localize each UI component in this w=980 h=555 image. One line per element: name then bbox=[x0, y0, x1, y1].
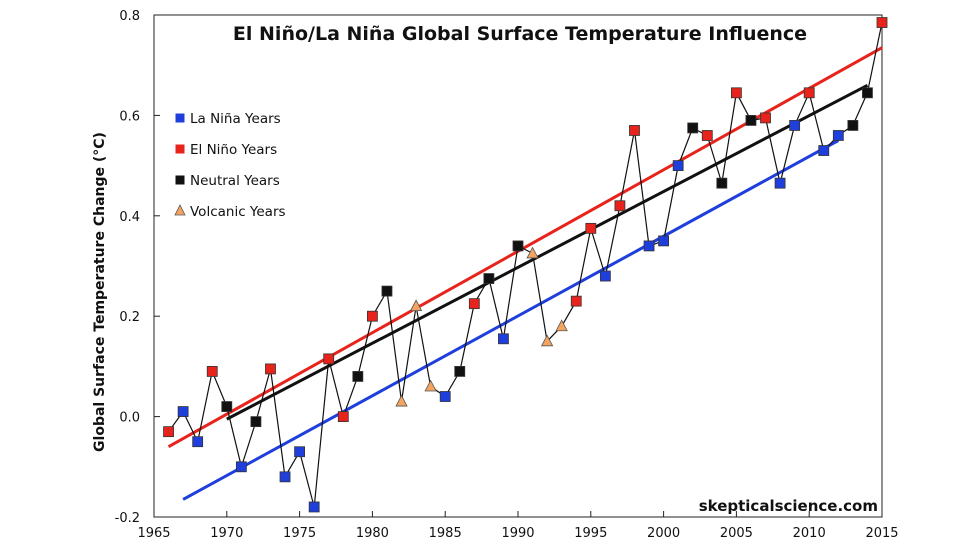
data-point-el-nino bbox=[265, 363, 276, 375]
x-tick-label: 2000 bbox=[647, 526, 680, 541]
data-point-neutral bbox=[716, 177, 728, 189]
data-point-el-nino bbox=[468, 298, 480, 310]
data-point-el-nino bbox=[366, 310, 378, 322]
y-tick-label: -0.2 bbox=[115, 511, 140, 526]
data-point-neutral bbox=[745, 115, 757, 126]
data-point-volcanic bbox=[555, 319, 568, 332]
data-point-volcanic bbox=[409, 299, 423, 312]
x-tick-label: 2015 bbox=[865, 526, 898, 541]
x-tick-label: 1970 bbox=[210, 526, 243, 541]
data-point-la-nina bbox=[439, 391, 451, 402]
data-point-la-nina bbox=[789, 120, 801, 131]
data-point-la-nina bbox=[192, 436, 204, 448]
y-tick-label: 0.2 bbox=[119, 310, 140, 325]
data-point-neutral bbox=[483, 273, 495, 284]
watermark-label: skepticalscience.com bbox=[699, 497, 878, 515]
data-point-la-nina bbox=[658, 235, 669, 247]
legend-marker-neutral bbox=[175, 175, 185, 185]
data-point-la-nina bbox=[774, 177, 786, 189]
legend-label-el-nino: El Niño Years bbox=[190, 142, 277, 158]
legend-marker-volcanic bbox=[174, 204, 186, 216]
data-point-el-nino bbox=[323, 353, 335, 365]
y-tick-label: 0.4 bbox=[119, 210, 140, 225]
legend-label-la-nina: La Niña Years bbox=[190, 111, 281, 127]
data-point-el-nino bbox=[803, 87, 815, 99]
x-tick-label: 2010 bbox=[793, 526, 826, 541]
data-point-la-nina bbox=[832, 130, 844, 141]
data-point-la-nina bbox=[672, 160, 684, 172]
data-point-neutral bbox=[862, 87, 873, 99]
data-point-el-nino bbox=[629, 125, 640, 136]
data-point-la-nina bbox=[177, 406, 189, 417]
data-point-el-nino bbox=[206, 366, 218, 377]
y-axis-label: Global Surface Temperature Change (°C) bbox=[92, 132, 108, 452]
trend-line-neutral bbox=[226, 83, 869, 421]
x-tick-label: 1980 bbox=[356, 526, 389, 541]
chart-title: El Niño/La Niña Global Surface Temperatu… bbox=[233, 23, 807, 45]
x-tick-label: 1965 bbox=[137, 526, 170, 541]
data-point-volcanic bbox=[395, 394, 408, 407]
y-tick-label: 0.0 bbox=[119, 411, 140, 426]
x-tick-label: 1975 bbox=[283, 526, 316, 541]
axes: 1965 1970 1975 1980 1985 1990 1995 2000 2005 2010… bbox=[115, 9, 899, 541]
x-tick-label: 1990 bbox=[501, 526, 534, 541]
data-point-volcanic bbox=[526, 246, 539, 259]
trend-line-el-nino bbox=[167, 46, 883, 449]
data-point-neutral bbox=[381, 285, 393, 297]
data-point-la-nina bbox=[498, 333, 509, 345]
data-point-la-nina bbox=[294, 446, 306, 458]
data-point-el-nino bbox=[760, 112, 771, 124]
data-point-el-nino bbox=[585, 222, 597, 234]
data-point-la-nina bbox=[279, 471, 291, 483]
trend-line-la-nina bbox=[182, 139, 840, 501]
data-point-volcanic bbox=[540, 334, 554, 347]
data-point-neutral bbox=[352, 371, 364, 382]
data-point-el-nino bbox=[163, 426, 174, 438]
y-tick-label: 0.6 bbox=[119, 109, 140, 124]
data-point-volcanic bbox=[424, 379, 437, 392]
data-point-el-nino bbox=[731, 87, 742, 99]
data-point-el-nino bbox=[337, 411, 349, 423]
y-tick-label: 0.8 bbox=[119, 9, 140, 24]
data-point-el-nino bbox=[614, 200, 626, 212]
data-point-neutral bbox=[454, 366, 466, 377]
data-point-neutral bbox=[687, 122, 699, 134]
legend-label-neutral: Neutral Years bbox=[190, 173, 280, 189]
x-tick-label: 2005 bbox=[720, 526, 753, 541]
legend: La Niña Years El Niño Years Neutral Years V… bbox=[174, 111, 286, 220]
x-tick-label: 1995 bbox=[574, 526, 607, 541]
data-point-la-nina bbox=[235, 461, 247, 473]
data-point-el-nino bbox=[876, 17, 888, 28]
data-point-neutral bbox=[221, 401, 233, 412]
legend-marker-la-nina bbox=[175, 113, 185, 123]
data-point-neutral bbox=[250, 416, 262, 428]
data-point-el-nino bbox=[570, 295, 582, 307]
data-point-neutral bbox=[847, 120, 859, 131]
data-markers bbox=[163, 17, 888, 513]
data-point-la-nina bbox=[818, 145, 830, 156]
legend-label-volcanic: Volcanic Years bbox=[190, 204, 286, 220]
data-point-el-nino bbox=[701, 130, 713, 141]
data-point-la-nina bbox=[599, 270, 611, 282]
data-point-neutral bbox=[512, 240, 524, 252]
legend-marker-el-nino bbox=[175, 144, 185, 154]
x-tick-label: 1985 bbox=[429, 526, 462, 541]
data-point-la-nina bbox=[308, 501, 320, 513]
data-point-la-nina bbox=[643, 240, 655, 252]
